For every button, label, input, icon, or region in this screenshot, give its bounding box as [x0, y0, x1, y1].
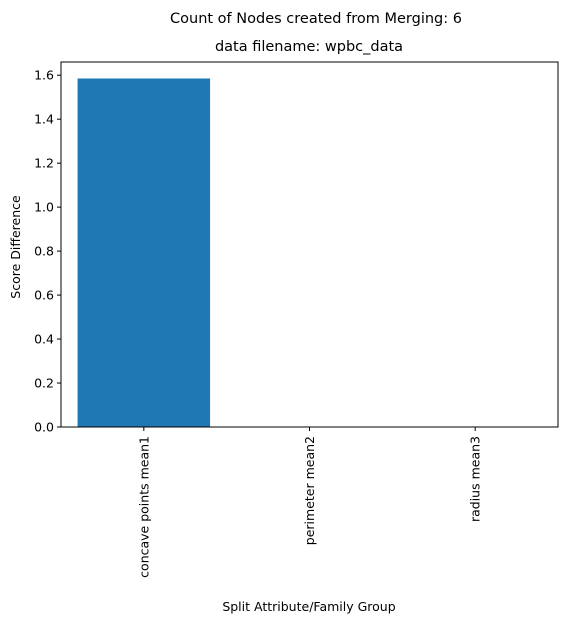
y-tick-label: 0.8: [34, 244, 54, 259]
x-axis-ticks: concave points mean1 perimeter mean2 radiu…: [136, 427, 483, 578]
x-tick-label: radius mean3: [468, 436, 483, 522]
bar: [77, 78, 211, 427]
x-tick-label: perimeter mean2: [302, 436, 317, 545]
y-tick-label: 0.6: [34, 288, 54, 303]
plot-frame: [60, 61, 559, 428]
x-tick-label: concave points mean1: [136, 436, 151, 578]
y-tick-label: 1.4: [34, 112, 54, 127]
y-tick-label: 1.6: [34, 68, 54, 83]
y-axis-ticks: 0.0 0.2 0.4 0.6 0.8 1.0 1.2 1.4 1.6: [34, 68, 61, 435]
chart-suptitle: Count of Nodes created from Merging: 6: [170, 11, 462, 27]
y-tick-label: 0.4: [34, 332, 54, 347]
chart-title: data filename: wpbc_data: [215, 39, 403, 55]
y-tick-label: 1.0: [34, 200, 54, 215]
bars-group: [77, 78, 211, 427]
y-tick-label: 1.2: [34, 156, 54, 171]
y-tick-label: 0.2: [34, 376, 54, 391]
y-tick-label: 0.0: [34, 420, 54, 435]
x-axis-label: Split Attribute/Family Group: [222, 599, 395, 614]
y-axis-label: Score Difference: [8, 195, 23, 299]
